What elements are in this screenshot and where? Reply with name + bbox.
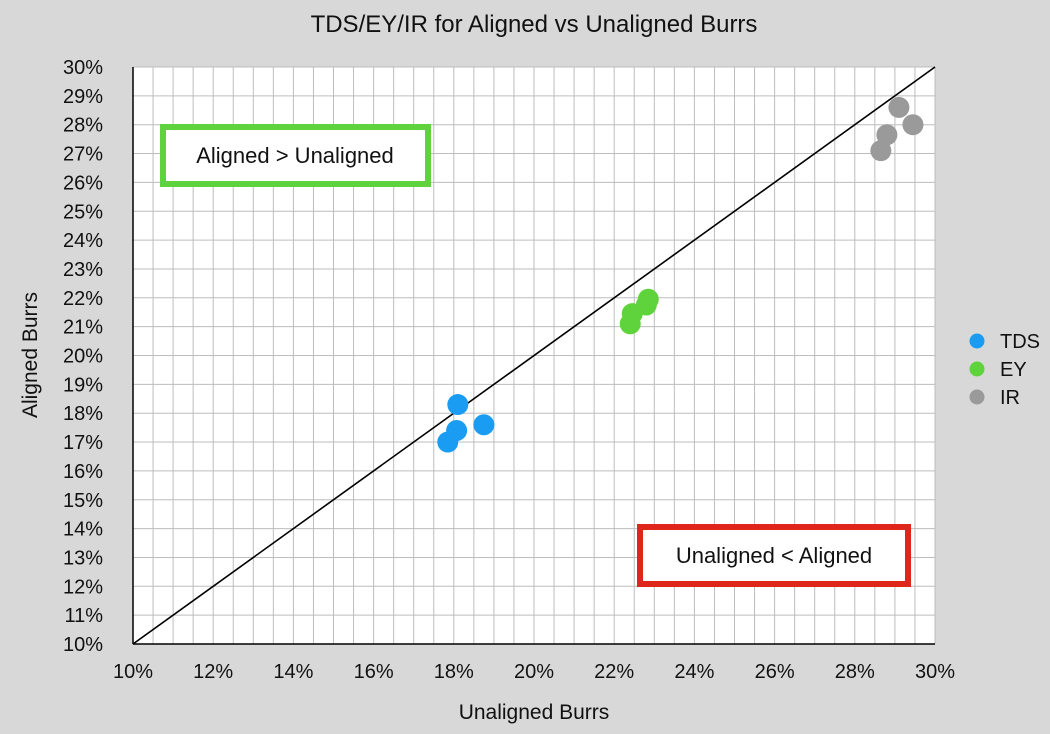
y-tick-label: 16% [63, 461, 103, 483]
annotation-aligned-greater: Aligned > Unaligned [160, 124, 431, 187]
y-tick-label: 26% [63, 172, 103, 194]
annotation-text: Aligned > Unaligned [196, 143, 394, 168]
x-tick-label: 16% [354, 661, 394, 683]
annotation-unaligned-less: Unaligned < Aligned [637, 524, 911, 587]
point-ey [619, 313, 641, 335]
y-tick-label: 24% [63, 230, 103, 252]
x-tick-label: 28% [835, 661, 875, 683]
annotation-box [637, 524, 911, 587]
legend: TDS EY IR [969, 331, 1040, 409]
y-tick-label: 27% [63, 144, 103, 166]
y-tick-label: 12% [63, 576, 103, 598]
x-tick-label: 18% [434, 661, 474, 683]
x-tick-label: 12% [193, 661, 233, 683]
point-ir [876, 124, 898, 146]
chart-title: TDS/EY/IR for Aligned vs Unaligned Burrs [311, 11, 758, 38]
legend-marker-ir [969, 389, 985, 405]
legend-label-ir: IR [1000, 387, 1020, 409]
x-tick-label: 10% [113, 661, 153, 683]
legend-label-ey: EY [1000, 359, 1027, 381]
y-tick-label: 11% [64, 605, 103, 627]
x-tick-label: 24% [674, 661, 714, 683]
point-tds [473, 414, 495, 436]
point-ir [888, 96, 910, 118]
y-tick-label: 14% [63, 519, 103, 541]
legend-marker-tds [969, 333, 985, 349]
annotation-text: Unaligned < Aligned [676, 543, 872, 568]
y-axis-label: Aligned Burrs [19, 292, 42, 418]
y-tick-label: 28% [63, 115, 103, 137]
x-tick-label: 30% [915, 661, 955, 683]
y-tick-label: 10% [63, 634, 103, 656]
point-ey [635, 294, 657, 316]
y-tick-label: 29% [63, 86, 103, 108]
legend-label-tds: TDS [1000, 331, 1040, 353]
y-tick-label: 13% [63, 547, 103, 569]
annotation-box [160, 124, 431, 187]
x-tick-label: 14% [273, 661, 313, 683]
y-tick-label: 20% [63, 346, 103, 368]
y-tick-label: 18% [63, 403, 103, 425]
x-tick-label: 26% [755, 661, 795, 683]
x-tick-labels: 10% 12% 14% 16% 18% 20% 22% 24% 26% 28% 30% [113, 661, 955, 683]
y-tick-label: 23% [63, 259, 103, 281]
y-tick-label: 15% [63, 490, 103, 512]
x-tick-label: 20% [514, 661, 554, 683]
point-tds [437, 431, 459, 453]
y-tick-labels: 10% 11% 12% 13% 14% 15% 16% 17% 18% 19% 20% 21% 22% 2… [63, 57, 103, 656]
y-tick-label: 17% [63, 432, 103, 454]
y-tick-label: 30% [63, 57, 103, 79]
y-tick-label: 25% [63, 201, 103, 223]
axes [132, 67, 935, 645]
point-ir [870, 140, 892, 162]
x-axis-label: Unaligned Burrs [459, 701, 610, 724]
y-tick-label: 21% [63, 317, 103, 339]
point-ir [902, 114, 924, 136]
y-tick-label: 22% [63, 288, 103, 310]
y-tick-label: 19% [63, 374, 103, 396]
legend-marker-ey [969, 361, 985, 377]
reference-line [132, 66, 936, 645]
data-points [437, 96, 924, 453]
point-tds [447, 394, 469, 416]
x-tick-label: 22% [594, 661, 634, 683]
